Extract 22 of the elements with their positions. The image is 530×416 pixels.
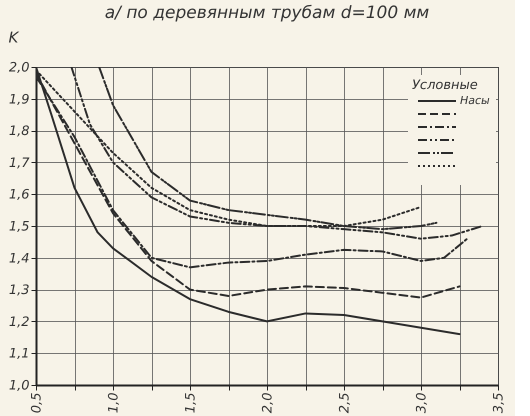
x-tick-label: 3,5 bbox=[492, 392, 506, 414]
x-tick-label: 3,0 bbox=[414, 392, 430, 414]
y-tick-label: 1,7 bbox=[8, 156, 30, 171]
x-tick-label: 1,5 bbox=[184, 392, 198, 414]
y-tick-label: 1,4 bbox=[8, 251, 30, 266]
y-tick-label: 1,5 bbox=[8, 220, 30, 234]
legend-label: Насы bbox=[460, 94, 490, 107]
x-tick-label: 1,0 bbox=[106, 392, 122, 414]
y-axis-title: K bbox=[8, 28, 20, 46]
x-tick-label: 0,5 bbox=[30, 392, 44, 414]
x-tick-label: 2,5 bbox=[338, 392, 352, 414]
y-tick-label: 1,3 bbox=[8, 283, 30, 298]
legend-title: Условные bbox=[412, 78, 478, 93]
y-tick-label: 1,1 bbox=[8, 346, 30, 362]
chart-title: а/ по деревянным трубам d=100 мм bbox=[104, 3, 430, 23]
y-tick-label: 2,0 bbox=[8, 60, 30, 76]
y-tick-label: 1,0 bbox=[8, 378, 30, 394]
x-tick-label: 2,0 bbox=[260, 392, 276, 414]
y-tick-label: 1,8 bbox=[8, 124, 30, 140]
y-tick-label: 1,9 bbox=[8, 92, 30, 108]
y-tick-label: 1,2 bbox=[8, 314, 30, 330]
y-tick-label: 1,6 bbox=[8, 188, 30, 203]
